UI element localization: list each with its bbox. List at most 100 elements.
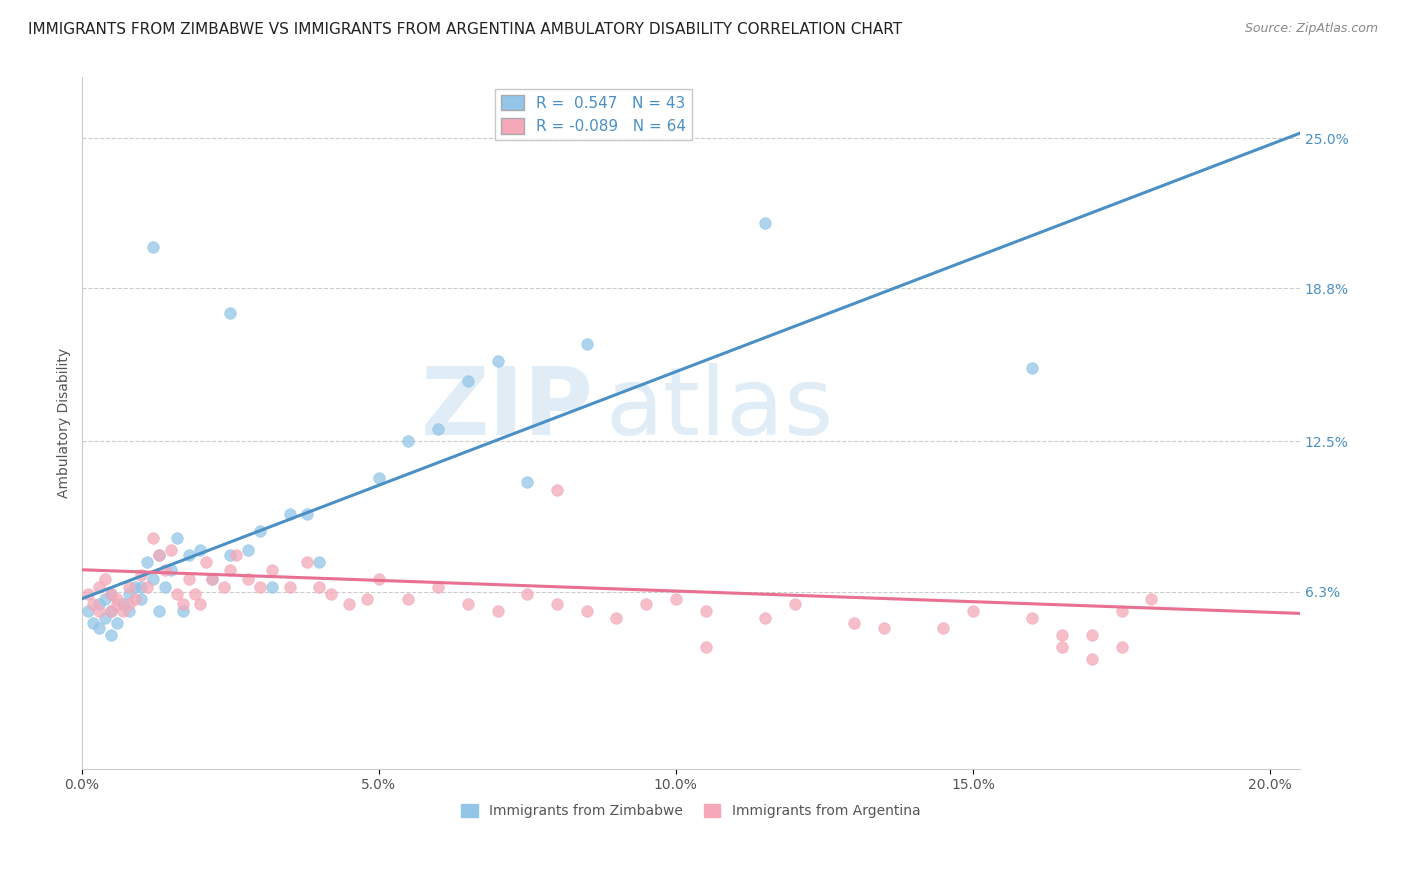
Point: [136, 556, 159, 570]
Point: [172, 597, 194, 611]
Point: [225, 548, 247, 562]
Point: [321, 587, 343, 601]
Point: [1111, 604, 1133, 618]
Point: [148, 604, 170, 618]
Point: [1050, 640, 1073, 655]
Point: [100, 604, 122, 618]
Point: [665, 591, 688, 606]
Point: [76, 587, 98, 601]
Point: [124, 580, 146, 594]
Point: [873, 621, 896, 635]
Point: [201, 573, 224, 587]
Legend: Immigrants from Zimbabwe, Immigrants from Argentina: Immigrants from Zimbabwe, Immigrants fro…: [456, 798, 925, 824]
Point: [754, 216, 776, 230]
Point: [100, 604, 122, 618]
Point: [201, 573, 224, 587]
Point: [183, 587, 205, 601]
Point: [1140, 591, 1163, 606]
Point: [260, 580, 283, 594]
Point: [356, 591, 378, 606]
Point: [516, 587, 538, 601]
Point: [212, 580, 235, 594]
Point: [546, 597, 568, 611]
Point: [278, 580, 301, 594]
Point: [118, 604, 141, 618]
Point: [153, 580, 176, 594]
Point: [94, 611, 117, 625]
Point: [89, 604, 111, 618]
Point: [575, 604, 598, 618]
Point: [754, 611, 776, 625]
Point: [100, 587, 122, 601]
Point: [457, 374, 479, 388]
Point: [129, 567, 152, 582]
Point: [427, 422, 450, 436]
Point: [82, 597, 104, 611]
Point: [94, 591, 117, 606]
Point: [962, 604, 984, 618]
Point: [105, 597, 128, 611]
Point: [153, 563, 176, 577]
Point: [308, 580, 330, 594]
Point: [932, 621, 955, 635]
Point: [297, 556, 319, 570]
Point: [636, 597, 658, 611]
Point: [236, 573, 259, 587]
Point: [236, 543, 259, 558]
Y-axis label: Ambulatory Disability: Ambulatory Disability: [58, 348, 72, 498]
Point: [605, 611, 627, 625]
Text: ZIP: ZIP: [420, 363, 593, 455]
Point: [142, 240, 165, 254]
Point: [457, 597, 479, 611]
Point: [695, 640, 717, 655]
Point: [783, 597, 806, 611]
Point: [142, 531, 165, 545]
Point: [367, 470, 389, 484]
Point: [94, 573, 117, 587]
Point: [118, 580, 141, 594]
Point: [159, 543, 181, 558]
Point: [82, 616, 104, 631]
Text: Source: ZipAtlas.com: Source: ZipAtlas.com: [1244, 22, 1378, 36]
Point: [297, 507, 319, 521]
Point: [166, 587, 188, 601]
Point: [1050, 628, 1073, 642]
Point: [195, 556, 218, 570]
Point: [249, 580, 271, 594]
Point: [159, 563, 181, 577]
Point: [249, 524, 271, 538]
Point: [177, 548, 200, 562]
Point: [124, 591, 146, 606]
Point: [129, 591, 152, 606]
Point: [1021, 611, 1043, 625]
Point: [1021, 361, 1043, 376]
Point: [100, 628, 122, 642]
Point: [1081, 628, 1104, 642]
Text: atlas: atlas: [606, 363, 834, 455]
Point: [118, 587, 141, 601]
Point: [76, 604, 98, 618]
Point: [129, 580, 152, 594]
Point: [427, 580, 450, 594]
Point: [1111, 640, 1133, 655]
Point: [136, 580, 159, 594]
Point: [842, 616, 865, 631]
Point: [337, 597, 360, 611]
Point: [142, 573, 165, 587]
Point: [166, 531, 188, 545]
Point: [148, 548, 170, 562]
Point: [190, 597, 212, 611]
Point: [575, 337, 598, 351]
Point: [516, 475, 538, 490]
Point: [396, 591, 419, 606]
Point: [177, 573, 200, 587]
Point: [546, 483, 568, 497]
Point: [486, 354, 509, 368]
Point: [219, 548, 242, 562]
Point: [118, 597, 141, 611]
Point: [100, 587, 122, 601]
Point: [260, 563, 283, 577]
Text: IMMIGRANTS FROM ZIMBABWE VS IMMIGRANTS FROM ARGENTINA AMBULATORY DISABILITY CORR: IMMIGRANTS FROM ZIMBABWE VS IMMIGRANTS F…: [28, 22, 903, 37]
Point: [1081, 652, 1104, 666]
Point: [367, 573, 389, 587]
